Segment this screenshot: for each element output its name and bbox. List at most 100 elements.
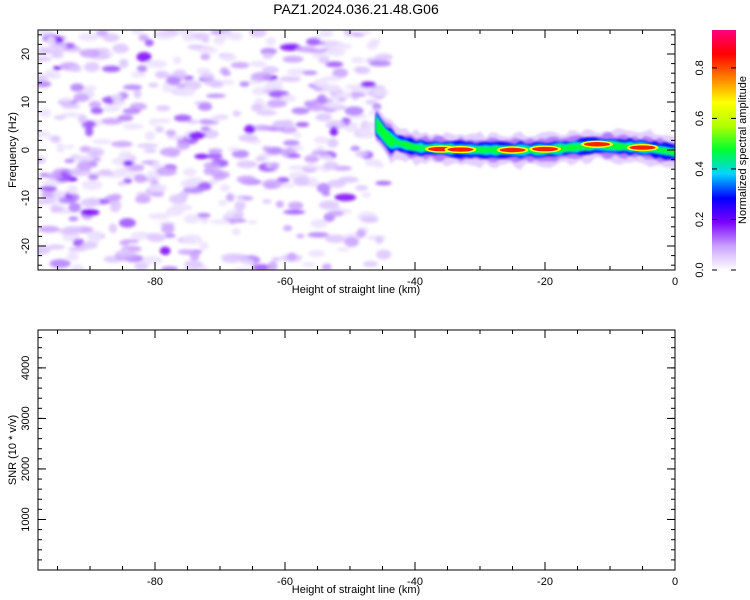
noise-blob — [247, 220, 258, 225]
snr-y-tick-label: 2000 — [20, 457, 32, 481]
noise-blob — [61, 112, 80, 118]
noise-blob — [38, 225, 60, 233]
noise-blob — [67, 185, 78, 195]
noise-blob — [136, 143, 159, 148]
noise-blob — [318, 200, 340, 210]
noise-blob — [232, 228, 241, 236]
colorbar-gradient — [712, 30, 736, 270]
noise-blob — [280, 94, 297, 103]
noise-blob — [44, 69, 55, 79]
snr-y-tick-label: 1000 — [20, 507, 32, 531]
noise-blob — [178, 190, 189, 199]
noise-blob — [250, 103, 263, 112]
noise-blob — [234, 201, 246, 211]
noise-blob — [316, 94, 327, 105]
noise-blob — [251, 87, 269, 96]
noise-blob — [348, 122, 359, 127]
snr-x-tick-label: -40 — [407, 576, 423, 588]
noise-blob — [369, 60, 392, 67]
noise-blob — [66, 251, 79, 262]
noise-blob — [80, 208, 100, 217]
noise-blob — [143, 148, 157, 154]
noise-blob — [136, 65, 148, 73]
noise-blob — [51, 205, 65, 213]
snr-y-label: SNR (10 * v/v) — [7, 415, 19, 485]
noise-blob — [185, 119, 200, 124]
noise-blob — [209, 116, 227, 121]
signal-peak — [532, 146, 558, 152]
noise-blob — [164, 233, 176, 238]
noise-blob — [68, 202, 81, 213]
noise-blob — [279, 43, 302, 52]
snr-x-tick-label: -60 — [277, 576, 293, 588]
noise-blob — [287, 165, 307, 171]
noise-blob — [157, 118, 172, 124]
noise-blob — [361, 192, 372, 198]
noise-blob — [327, 100, 342, 110]
noise-blob — [236, 160, 258, 169]
noise-blob — [221, 54, 237, 62]
noise-blob — [170, 203, 193, 212]
noise-blob — [202, 129, 219, 139]
noise-blob — [173, 56, 182, 65]
noise-blob — [287, 201, 304, 210]
noise-blob — [153, 30, 175, 40]
noise-blob — [321, 191, 331, 197]
noise-blob — [42, 179, 63, 187]
noise-blob — [304, 154, 320, 163]
noise-blob — [267, 99, 287, 108]
noise-blob — [93, 171, 115, 177]
noise-blob — [38, 130, 51, 138]
noise-blob — [328, 47, 346, 57]
spectrogram-y-ticks: -20 -10 0 10 20 — [20, 34, 675, 266]
noise-blob — [358, 30, 372, 35]
noise-blob — [208, 148, 223, 154]
noise-blob — [249, 60, 267, 68]
noise-blob — [314, 136, 329, 144]
noise-blob — [144, 39, 154, 47]
noise-blob — [199, 72, 215, 81]
noise-blob — [318, 56, 330, 64]
noise-blob — [156, 166, 177, 176]
noise-blob — [64, 192, 74, 200]
noise-blob — [227, 147, 240, 152]
noise-blob — [252, 264, 271, 270]
noise-blob — [53, 115, 66, 120]
signal-peak — [629, 145, 656, 150]
noise-blob — [123, 160, 134, 167]
noise-blob — [117, 181, 127, 186]
noise-blob — [326, 138, 339, 148]
noise-blob — [196, 212, 211, 219]
noise-blob — [293, 132, 302, 138]
noise-blob — [344, 106, 364, 116]
noise-blob — [375, 180, 392, 186]
noise-blob — [203, 161, 220, 169]
noise-blob — [194, 153, 209, 160]
noise-blob — [321, 83, 341, 92]
noise-blob — [159, 147, 181, 157]
noise-blob — [244, 124, 256, 134]
noise-blob — [110, 200, 122, 209]
noise-blob — [329, 126, 339, 137]
noise-blob — [121, 239, 140, 244]
noise-blob — [177, 249, 196, 255]
noise-blob — [161, 224, 175, 234]
noise-blob — [242, 195, 254, 201]
noise-blob — [78, 33, 100, 42]
noise-blob — [360, 216, 379, 224]
noise-blob — [183, 260, 203, 269]
noise-blob — [133, 173, 147, 183]
snr-x-tick-label: -80 — [147, 576, 163, 588]
noise-blob — [279, 76, 302, 82]
noise-blob — [79, 48, 101, 58]
noise-blob — [154, 126, 165, 133]
spectrogram-y-tick-label: 0 — [20, 147, 32, 153]
noise-blob — [275, 200, 285, 208]
noise-blob — [338, 176, 359, 183]
spectrogram-y-label: Frequency (Hz) — [7, 112, 19, 188]
noise-blob — [344, 84, 362, 90]
snr-x-tick-label: -20 — [537, 576, 553, 588]
noise-blob — [219, 184, 231, 192]
noise-blob — [77, 114, 87, 124]
